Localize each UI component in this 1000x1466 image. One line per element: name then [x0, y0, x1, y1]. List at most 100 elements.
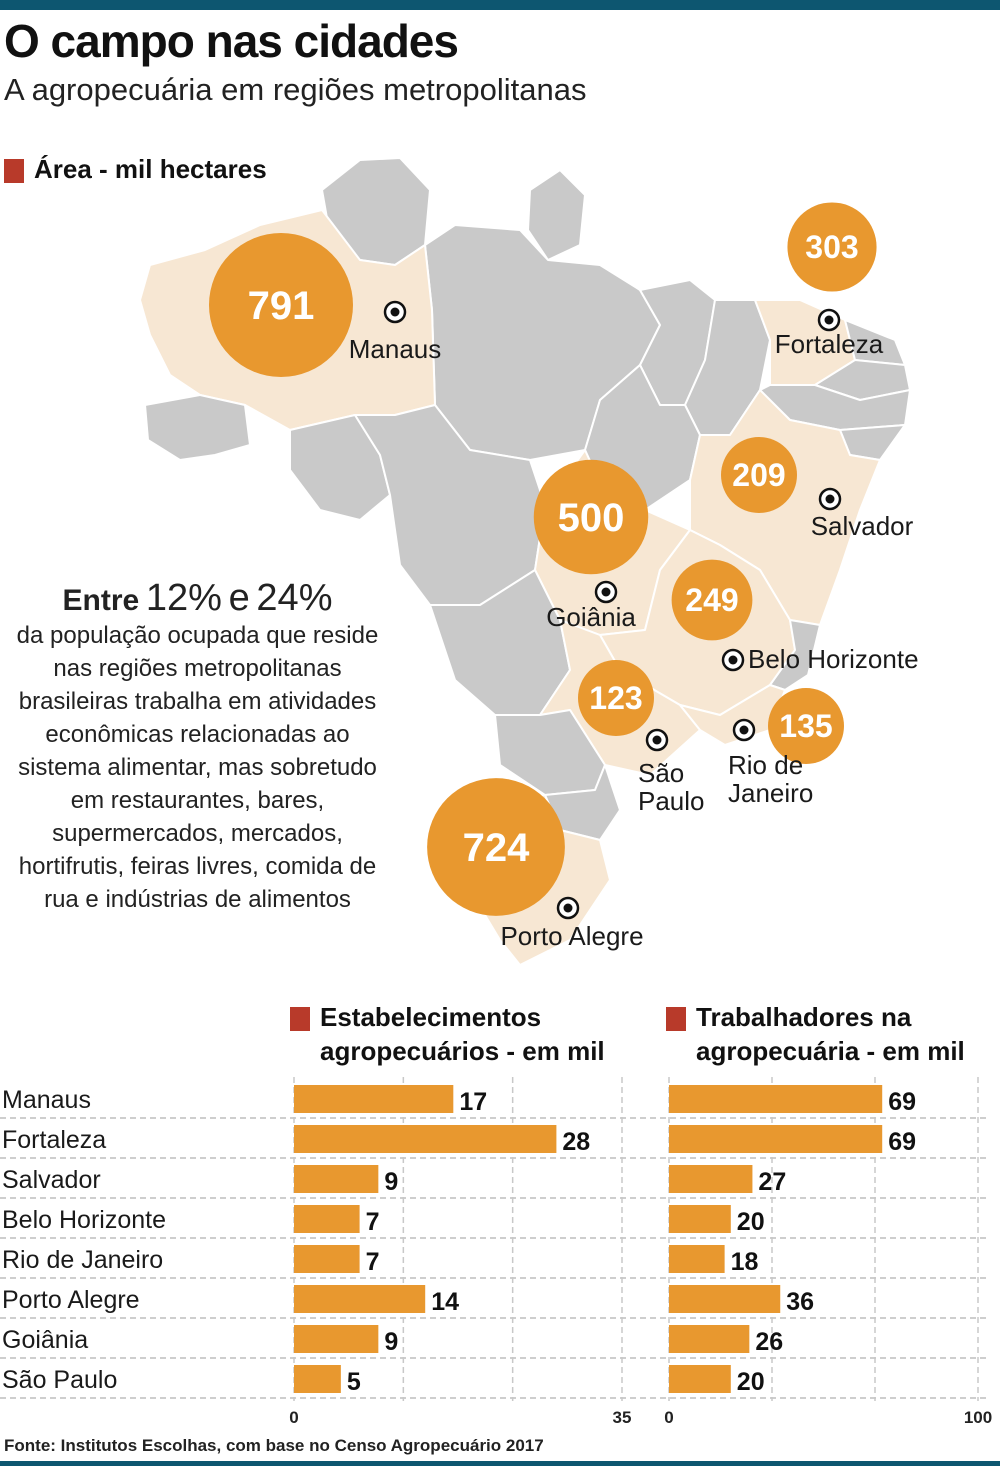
area-bubble: [787, 202, 877, 292]
establishments-value-label: 7: [366, 1248, 380, 1276]
workers-bar: [669, 1285, 781, 1313]
workers-heading-line1: Trabalhadores na: [696, 1002, 912, 1032]
note-line: econômicas relacionadas ao: [45, 721, 350, 748]
city-name-label: Goiânia: [546, 602, 636, 632]
city-marker-dot: [728, 655, 738, 665]
establishments-value-label: 17: [459, 1088, 487, 1116]
category-label: Belo Horizonte: [2, 1206, 166, 1234]
workers-value-label: 18: [731, 1248, 759, 1276]
state-amapa: [527, 169, 586, 261]
state-acre: [144, 394, 251, 461]
workers-value-label: 20: [737, 1368, 765, 1396]
population-note: Entre 12% e 24% da população ocupada que…: [0, 579, 395, 916]
establishments-bar: [294, 1365, 341, 1393]
area-bubble: [671, 559, 753, 641]
note-line: em restaurantes, bares,: [70, 787, 325, 814]
workers-bar: [669, 1165, 753, 1193]
city-name-label: Manaus: [349, 334, 442, 364]
note-range-high: 24%: [256, 577, 333, 619]
category-label: Manaus: [2, 1086, 91, 1114]
city-belo-horizonte: 249 Belo Horizonte: [671, 559, 919, 674]
area-bubble: [209, 233, 353, 377]
area-bubble: [427, 778, 565, 916]
establishments-bar: [294, 1165, 379, 1193]
section-marker-icon: [290, 1007, 310, 1032]
category-label: São Paulo: [2, 1366, 117, 1394]
city-name-label: Porto Alegre: [500, 921, 643, 951]
area-value-label: 724: [463, 826, 530, 870]
establishments-bar: [294, 1085, 454, 1113]
workers-value-label: 26: [755, 1328, 783, 1356]
city-marker-dot: [390, 307, 400, 317]
note-line: hortifrutis, feiras livres, comida de: [18, 853, 377, 880]
city-marker-dot: [563, 903, 573, 913]
bar-charts: Manaus Fortaleza Salvador Belo Horizonte Rio…: [0, 1077, 992, 1427]
establishments-bar: [294, 1285, 426, 1313]
workers-bar: [669, 1205, 731, 1233]
establishments-heading-line2: agropecuários - em mil: [320, 1036, 605, 1066]
city-sao-paulo: 123 São Paulo: [578, 660, 705, 816]
area-bubble: [768, 688, 844, 764]
workers-bar: [669, 1245, 725, 1273]
area-bubble: [721, 437, 797, 513]
establishments-value-label: 28: [562, 1128, 590, 1156]
note-line: da população ocupada que reside: [16, 622, 379, 649]
brazil-map: 791 Manaus 303 Fortaleza 209 Salvador 500 Goiân…: [139, 157, 919, 966]
establishments-bar: [294, 1205, 360, 1233]
city-name-label: Belo Horizonte: [748, 644, 919, 674]
top-rule: [0, 0, 1000, 10]
page-title: O campo nas cidades: [4, 15, 459, 67]
establishments-bar: [294, 1325, 379, 1353]
establishments-value-label: 14: [431, 1288, 459, 1316]
city-marker-dot: [739, 725, 749, 735]
area-bubble: [578, 660, 654, 736]
city-markers: 791 Manaus 303 Fortaleza 209 Salvador 500 Goiân…: [209, 202, 919, 951]
area-value-label: 123: [589, 680, 642, 716]
note-lead: Entre: [62, 584, 140, 617]
area-value-label: 209: [732, 457, 785, 493]
establishments-value-label: 9: [384, 1168, 398, 1196]
note-range-low: 12%: [145, 577, 222, 619]
bottom-rule: [0, 1461, 1000, 1466]
city-name-label: Salvador: [811, 511, 914, 541]
workers-bar: [669, 1125, 883, 1153]
note-line: sistema alimentar, mas sobretudo: [18, 754, 377, 781]
establishments-value-label: 7: [366, 1208, 380, 1236]
establishments-value-label: 9: [384, 1328, 398, 1356]
city-marker-dot: [825, 494, 835, 504]
workers-value-label: 27: [758, 1168, 786, 1196]
establishments-tick-label: 0: [289, 1408, 298, 1427]
category-label: Salvador: [2, 1166, 101, 1194]
note-connector: e: [228, 577, 250, 619]
map-heading: Área - mil hectares: [4, 152, 267, 186]
note-line: nas regiões metropolitanas: [53, 655, 342, 682]
workers-bar: [669, 1325, 750, 1353]
city-rio-de-janeiro: 135 Rio de Janeiro: [728, 688, 844, 808]
area-value-label: 135: [779, 708, 832, 744]
note-headline: Entre 12% e 24%: [0, 579, 395, 619]
workers-tick-label: 100: [964, 1408, 992, 1427]
page-subtitle: A agropecuária em regiões metropolitanas: [4, 72, 587, 107]
city-fortaleza: 303 Fortaleza: [775, 202, 884, 359]
workers-value-label: 69: [888, 1128, 916, 1156]
workers-tick-label: 0: [664, 1408, 673, 1427]
establishments-bar: [294, 1125, 557, 1153]
area-value-label: 500: [558, 496, 625, 540]
city-name-label: Rio de Janeiro: [728, 750, 813, 808]
city-salvador: 209 Salvador: [721, 437, 914, 541]
category-label: Rio de Janeiro: [2, 1246, 163, 1274]
workers-heading-line2: agropecuária - em mil: [696, 1036, 965, 1066]
category-label: Goiânia: [2, 1326, 88, 1354]
area-value-label: 303: [805, 229, 858, 265]
area-value-label: 249: [685, 582, 738, 618]
section-marker-icon: [4, 159, 24, 184]
city-name-label: São Paulo: [638, 758, 705, 816]
city-manaus: 791 Manaus: [209, 233, 441, 377]
map-heading-text: Área - mil hectares: [34, 154, 267, 184]
city-marker-dot: [652, 735, 662, 745]
city-marker-dot: [824, 315, 834, 325]
establishments-bar: [294, 1245, 360, 1273]
workers-value-label: 69: [888, 1088, 916, 1116]
